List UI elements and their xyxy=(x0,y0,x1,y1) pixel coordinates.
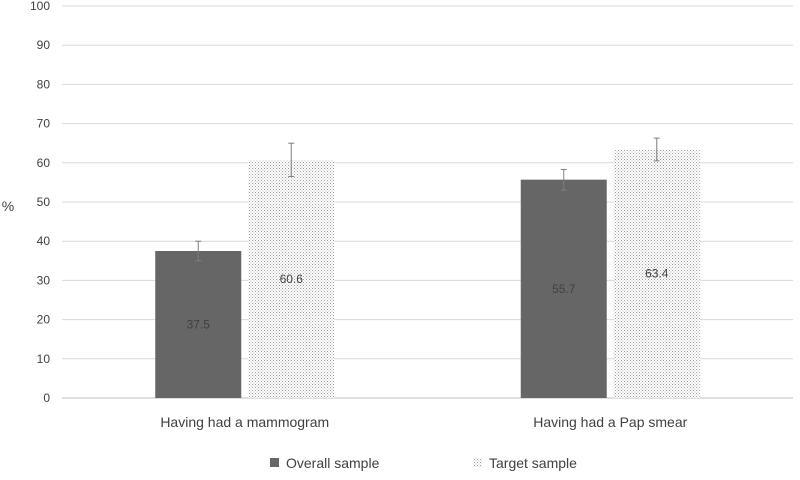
data-labels: 37.5 60.6 55.7 63.4 xyxy=(187,267,669,332)
y-axis-ticks: 0 10 20 30 40 50 60 70 80 90 100 xyxy=(30,0,50,405)
bar xyxy=(155,251,242,398)
data-label: 55.7 xyxy=(552,282,576,296)
y-tick-label: 20 xyxy=(37,313,51,327)
y-tick-label: 90 xyxy=(37,38,51,52)
legend-entry: Overall sample xyxy=(286,455,380,471)
y-tick-label: 50 xyxy=(37,195,51,209)
y-tick-label: 60 xyxy=(37,156,51,170)
y-tick-label: 70 xyxy=(37,117,51,131)
x-axis-categories: Having had a mammogram Having had a Pap s… xyxy=(160,414,687,430)
data-label: 60.6 xyxy=(280,272,304,286)
bars xyxy=(155,149,700,398)
legend-swatch xyxy=(270,458,279,467)
y-tick-label: 100 xyxy=(30,0,50,13)
legend: Overall sample Target sample xyxy=(270,455,577,471)
y-tick-label: 0 xyxy=(43,391,50,405)
data-label: 63.4 xyxy=(645,267,669,281)
y-tick-label: 80 xyxy=(37,77,51,91)
y-axis-label: % xyxy=(2,198,14,214)
bar xyxy=(520,179,607,398)
y-tick-label: 40 xyxy=(37,234,51,248)
error-bars xyxy=(195,137,660,262)
x-category-label: Having had a mammogram xyxy=(160,414,329,430)
data-label: 37.5 xyxy=(187,318,211,332)
x-category-label: Having had a Pap smear xyxy=(533,414,687,430)
bar xyxy=(613,149,700,398)
y-tick-label: 10 xyxy=(37,352,51,366)
legend-entry: Target sample xyxy=(489,455,577,471)
y-tick-label: 30 xyxy=(37,273,51,287)
legend-swatch xyxy=(473,458,482,467)
bar xyxy=(248,160,335,398)
